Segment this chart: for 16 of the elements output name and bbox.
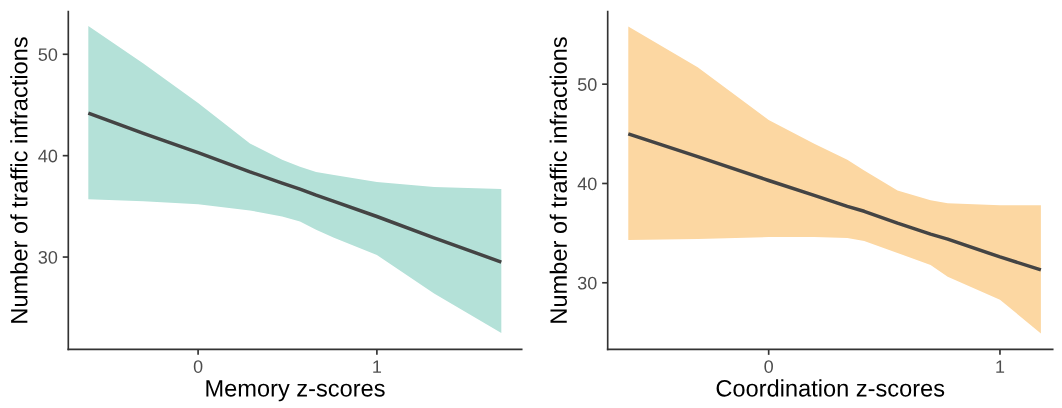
line-series xyxy=(86,111,504,264)
x-tick-label: 1 xyxy=(373,360,382,373)
x-tick-label: 1 xyxy=(996,360,1005,373)
y-axis-title: Number of traffic infractions xyxy=(549,37,567,323)
x-tick-label: 0 xyxy=(193,360,203,373)
y-tick-label: 30 xyxy=(38,250,58,264)
x-axis-title: Coordination z-scores xyxy=(716,379,945,397)
y-tick-label: 30 xyxy=(577,276,597,290)
x-tick-label: 0 xyxy=(764,360,773,373)
y-tick-label: 50 xyxy=(38,48,58,61)
y-tick-label: 40 xyxy=(38,149,58,163)
x-axis-title: Memory z-scores xyxy=(206,380,385,402)
line-series xyxy=(626,132,1043,272)
y-axis-title: Number of traffic infractions xyxy=(10,37,28,323)
y-tick-label: 40 xyxy=(577,177,597,191)
y-tick-label: 50 xyxy=(577,78,597,91)
